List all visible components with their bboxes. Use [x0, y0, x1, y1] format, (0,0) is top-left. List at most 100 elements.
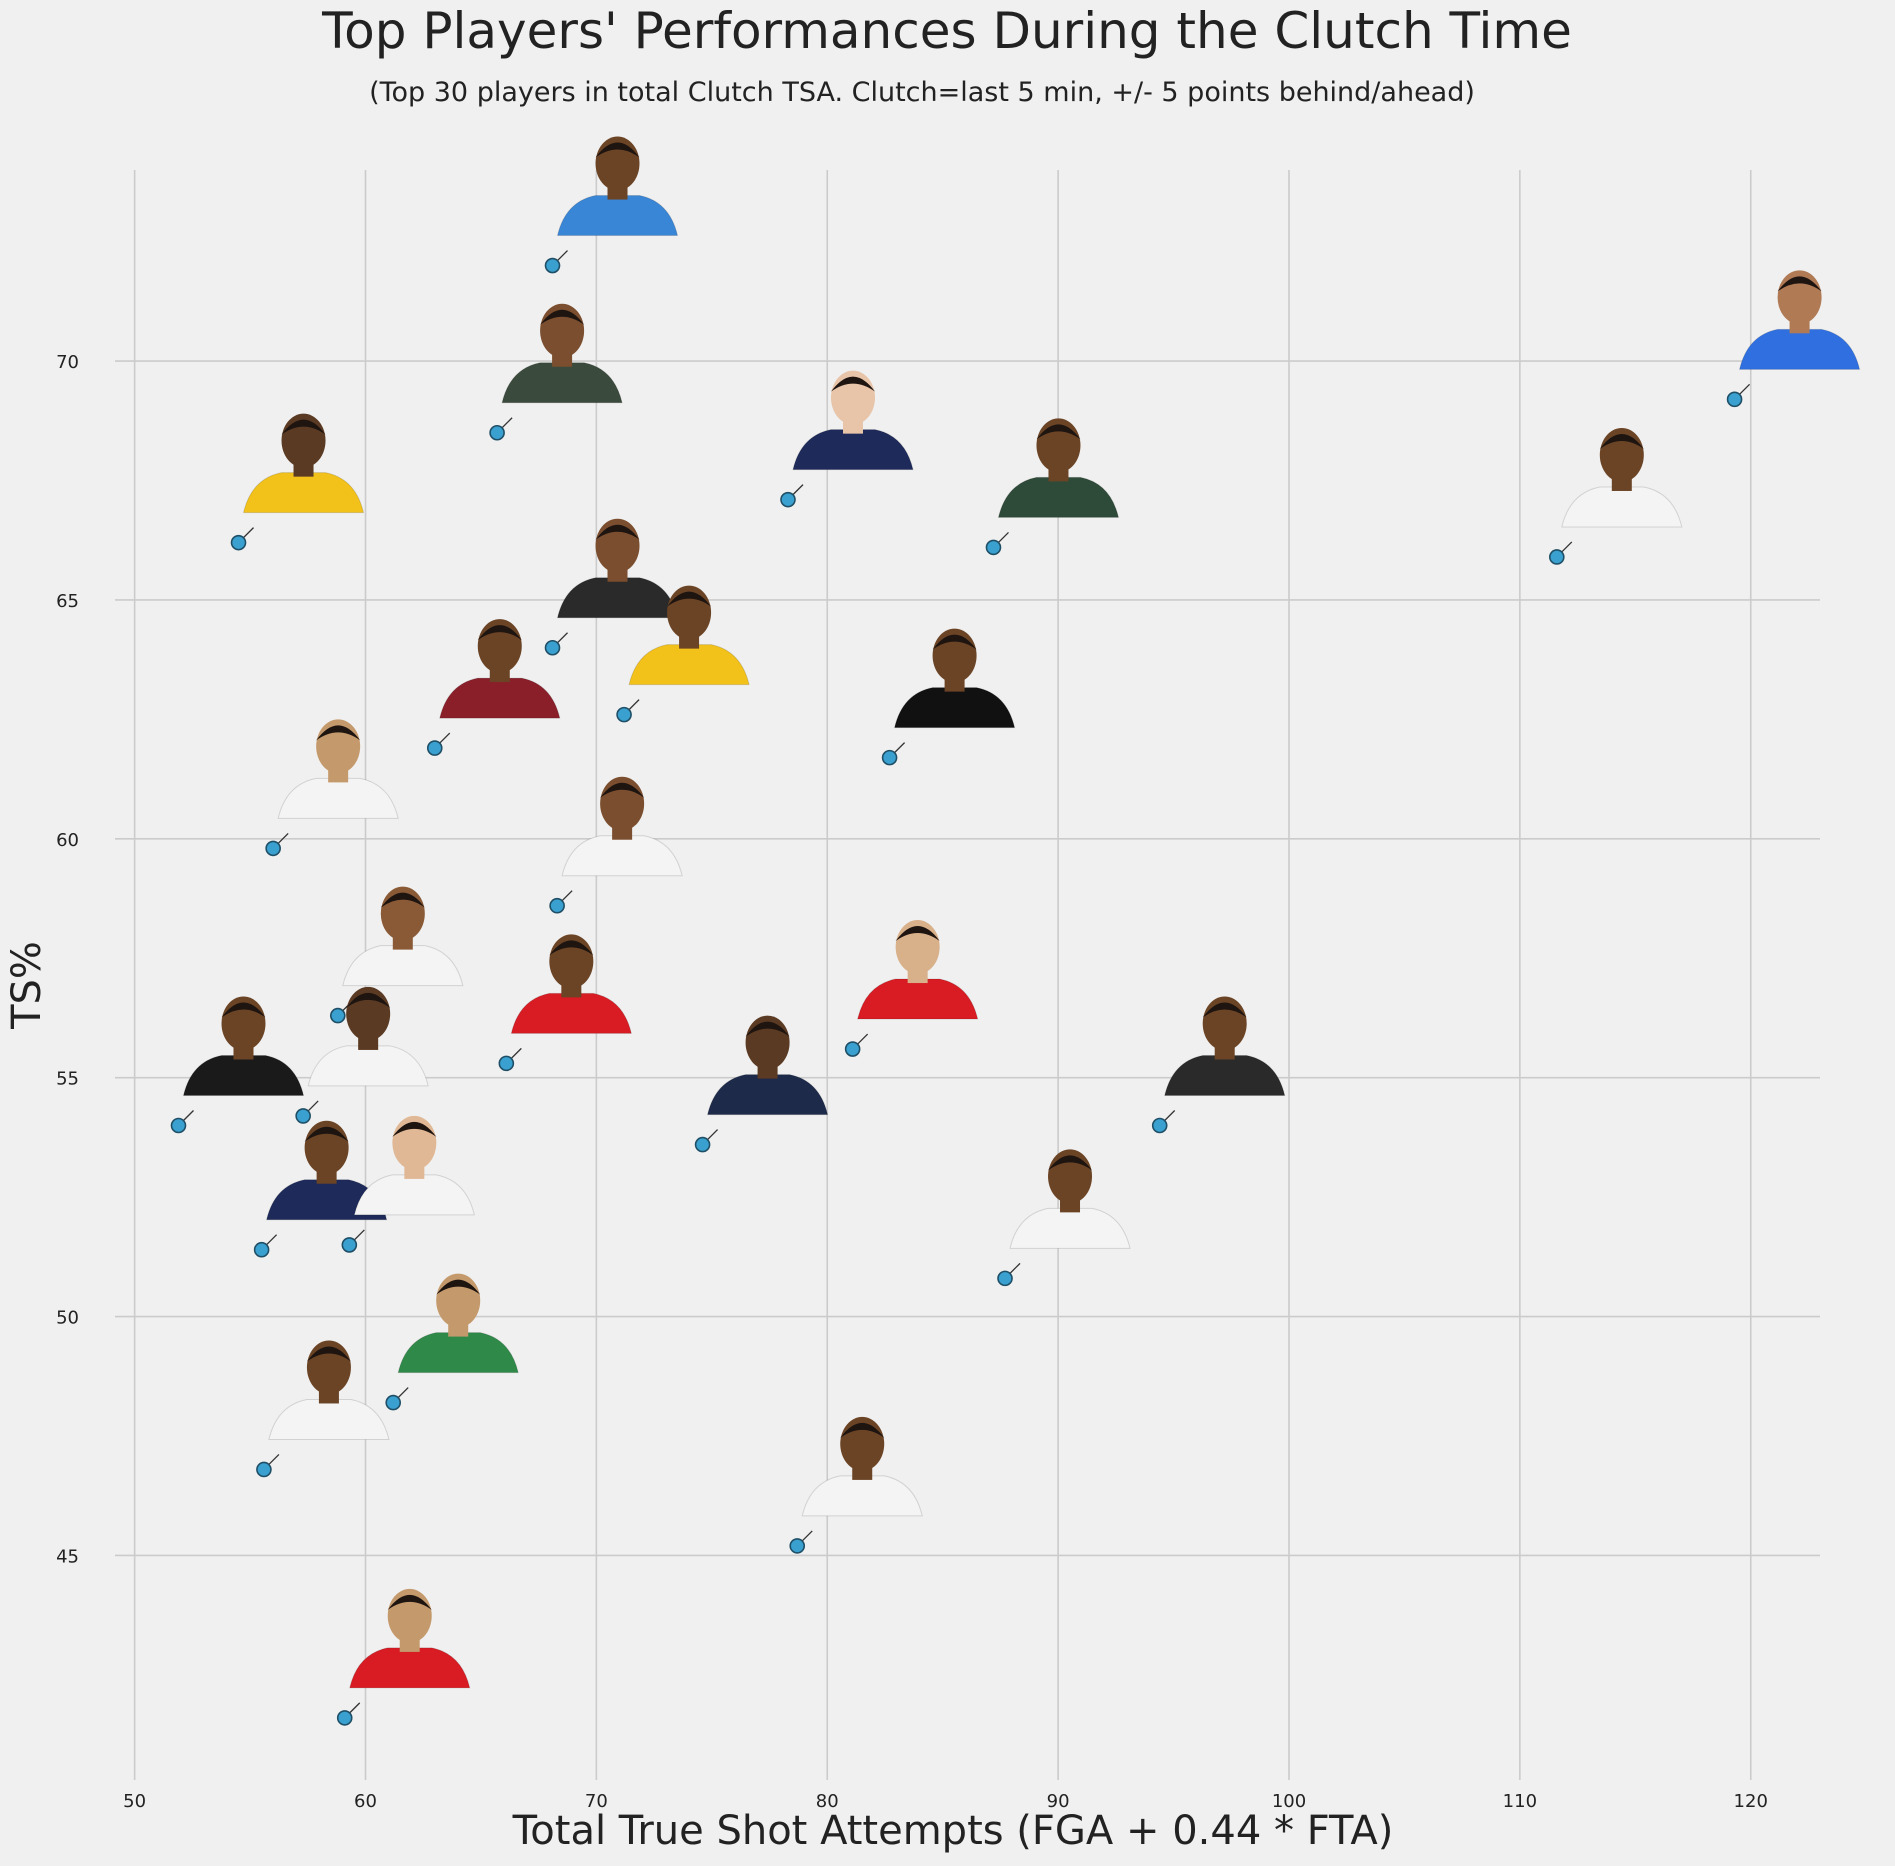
player-bust-icon	[1004, 1149, 1131, 1279]
jersey-shape	[857, 978, 979, 1020]
hair-shape	[392, 1121, 437, 1137]
player-bust-icon	[505, 934, 632, 1064]
hair-shape	[477, 625, 522, 641]
player-bust-icon	[1556, 427, 1683, 558]
jersey-shape	[1738, 328, 1861, 370]
player-bust-icon	[337, 886, 464, 1017]
player-bust-icon	[302, 986, 429, 1117]
hair-shape	[745, 1021, 790, 1037]
x-tick-label: 90	[1047, 1791, 1070, 1812]
hair-shape	[387, 1594, 432, 1610]
data-point	[1151, 1117, 1168, 1134]
jersey-shape	[397, 1332, 519, 1374]
y-axis-label: TS%	[4, 941, 50, 1030]
jersey-shape	[1164, 1054, 1286, 1096]
jersey-shape	[1009, 1207, 1131, 1249]
data-points	[170, 257, 1743, 1726]
player-bust-icon	[178, 996, 305, 1126]
player-markers	[178, 136, 1861, 1719]
hair-shape	[595, 142, 640, 158]
jersey-shape	[277, 777, 399, 819]
player-bust-icon	[796, 1416, 923, 1547]
hair-shape	[221, 1002, 266, 1018]
hair-shape	[932, 634, 977, 650]
data-point	[616, 706, 632, 723]
x-axis-label: Total True Shot Attempts (FGA + 0.44 * F…	[512, 1808, 1394, 1854]
jersey-shape	[893, 687, 1016, 729]
x-tick-label: 120	[1734, 1791, 1768, 1812]
x-tick-label: 50	[123, 1791, 146, 1812]
data-point	[253, 1241, 270, 1258]
player-bust-icon	[392, 1273, 519, 1404]
data-point	[549, 897, 565, 914]
data-point	[336, 1710, 353, 1726]
jersey-shape	[501, 362, 623, 404]
y-tick-label: 70	[56, 352, 79, 373]
data-point	[780, 491, 796, 508]
jersey-shape	[342, 945, 464, 987]
hair-shape	[600, 782, 645, 798]
y-tick-label: 55	[56, 1069, 79, 1090]
y-tick-label: 60	[56, 830, 79, 851]
player-bust-icon	[272, 719, 399, 849]
player-bust-icon	[552, 136, 679, 267]
player-bust-icon	[261, 1120, 388, 1251]
data-point	[789, 1538, 806, 1554]
hair-shape	[304, 1126, 349, 1142]
hair-shape	[380, 892, 425, 908]
player-bust-icon	[238, 413, 365, 544]
player-bust-icon	[348, 1115, 475, 1246]
player-bust-icon	[1734, 270, 1861, 400]
y-tick-label: 50	[56, 1308, 79, 1329]
data-point	[265, 840, 281, 857]
chart-subtitle: (Top 30 players in total Clutch TSA. Clu…	[369, 77, 1475, 108]
jersey-shape	[307, 1045, 429, 1087]
data-point	[544, 639, 561, 656]
jersey-shape	[349, 1647, 471, 1689]
jersey-shape	[801, 1475, 923, 1517]
player-bust-icon	[263, 1340, 390, 1470]
jersey-shape	[561, 835, 683, 877]
data-point	[1549, 549, 1565, 565]
hair-shape	[1202, 1002, 1247, 1018]
player-bust-icon	[496, 303, 623, 434]
jersey-shape	[353, 1174, 475, 1216]
player-bust-icon	[1159, 996, 1286, 1126]
jersey-shape	[268, 1398, 390, 1440]
player-bust-icon	[702, 1015, 829, 1146]
player-bust-icon	[852, 920, 979, 1050]
hair-shape	[1036, 424, 1081, 440]
jersey-shape	[628, 644, 750, 686]
jersey-shape	[182, 1054, 305, 1096]
data-point	[329, 1007, 346, 1024]
jersey-shape	[556, 195, 679, 237]
jersey-shape	[556, 577, 679, 619]
hair-shape	[540, 309, 585, 325]
data-point	[985, 539, 1002, 556]
data-point	[170, 1117, 187, 1134]
hair-shape	[1048, 1155, 1093, 1171]
data-point	[489, 424, 505, 441]
data-point	[426, 740, 443, 756]
data-point	[341, 1237, 358, 1253]
player-bust-icon	[344, 1588, 471, 1719]
x-tick-label: 80	[816, 1791, 839, 1812]
jersey-shape	[706, 1074, 829, 1116]
x-tick-label: 110	[1503, 1791, 1537, 1812]
player-bust-icon	[552, 518, 679, 649]
data-point	[498, 1055, 515, 1072]
data-point	[385, 1394, 402, 1411]
hair-shape	[840, 1422, 885, 1438]
hair-shape	[316, 725, 361, 741]
jersey-shape	[510, 992, 632, 1034]
player-bust-icon	[993, 418, 1120, 548]
data-point	[1726, 391, 1743, 408]
hair-shape	[595, 524, 640, 540]
jersey-shape	[792, 429, 914, 471]
data-point	[881, 749, 898, 766]
hair-shape	[1599, 433, 1644, 449]
player-bust-icon	[556, 776, 683, 907]
chart-title: Top Players' Performances During the Clu…	[321, 2, 1572, 60]
data-point	[844, 1041, 861, 1057]
